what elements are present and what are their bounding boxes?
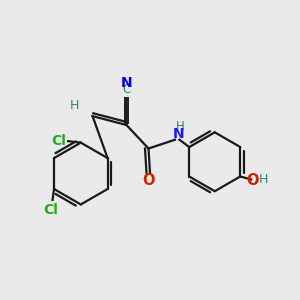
Text: O: O bbox=[142, 173, 155, 188]
Text: H: H bbox=[70, 99, 80, 112]
Text: N: N bbox=[121, 76, 132, 90]
Text: O: O bbox=[247, 173, 259, 188]
Text: Cl: Cl bbox=[44, 202, 59, 217]
Text: H: H bbox=[259, 173, 268, 186]
Text: H: H bbox=[176, 120, 185, 133]
Text: Cl: Cl bbox=[51, 134, 66, 148]
Text: N: N bbox=[173, 128, 184, 141]
Text: C: C bbox=[122, 82, 130, 95]
